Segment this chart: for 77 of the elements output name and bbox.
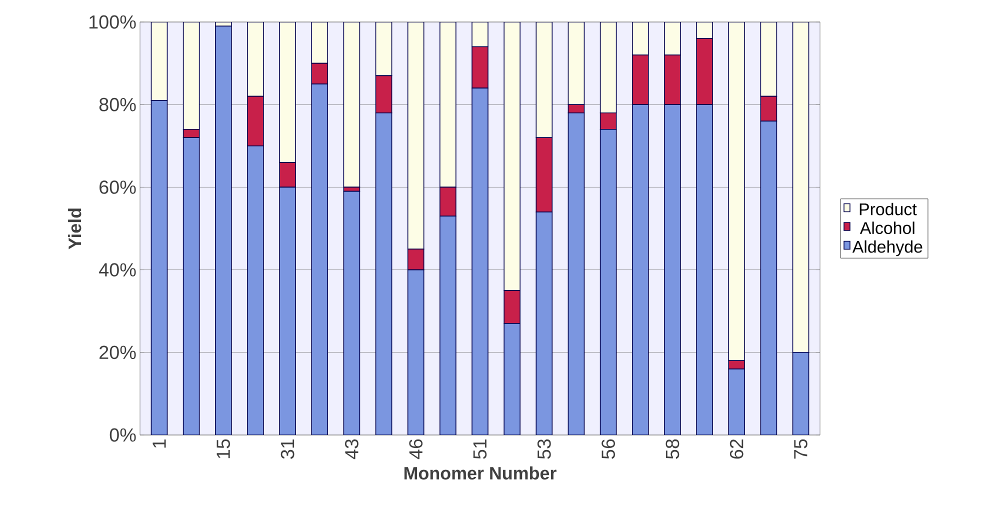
bar (472, 46, 488, 88)
bar (696, 104, 713, 435)
bar (600, 112, 617, 130)
x-axis-title: Monomer Number (404, 466, 556, 480)
bar (760, 120, 778, 435)
bar (311, 62, 328, 84)
bar (632, 22, 649, 56)
bar (472, 22, 488, 48)
bar (728, 368, 746, 435)
bar (760, 96, 778, 122)
bar (504, 22, 520, 291)
bar (279, 22, 296, 163)
bar (407, 269, 424, 435)
y-axis-title: Yield (68, 208, 82, 250)
bar (792, 22, 810, 353)
bar (760, 22, 778, 97)
bar (247, 22, 264, 97)
bar (600, 128, 617, 435)
bar (504, 290, 520, 324)
bar (311, 84, 328, 435)
bar (536, 22, 553, 138)
x-tick-label: 46 (409, 439, 423, 460)
bar (182, 137, 200, 435)
bar (279, 186, 296, 435)
bar (440, 22, 456, 188)
bar (696, 38, 713, 105)
bar (536, 212, 553, 435)
x-tick-label: 56 (602, 439, 616, 459)
x-tick-label: 31 (280, 439, 294, 459)
y-tick-label: 100% (90, 15, 136, 29)
bar (375, 22, 392, 76)
bar (568, 104, 585, 114)
x-tick-label: 75 (794, 439, 808, 459)
bar (215, 26, 232, 435)
x-tick-label: 43 (345, 439, 358, 460)
bar (440, 216, 456, 435)
bar (632, 104, 649, 435)
bar (440, 186, 456, 217)
bar (247, 96, 264, 146)
x-tick-label: 1 (152, 439, 166, 448)
x-tick-label: 53 (537, 439, 551, 459)
x-tick-label: 15 (216, 439, 230, 458)
y-tick-label: 20% (100, 346, 136, 360)
bar (150, 22, 168, 101)
x-tick-label: 58 (666, 439, 680, 459)
legend-label: Product (860, 202, 917, 216)
bar (311, 22, 328, 64)
bar (600, 22, 617, 114)
bar (728, 22, 746, 362)
y-tick-label: 40% (99, 263, 136, 276)
x-tick-label: 51 (473, 439, 487, 459)
bar (407, 22, 424, 250)
bar (664, 104, 681, 435)
bar (343, 22, 360, 188)
y-tick-label: 0% (110, 428, 136, 442)
y-tick-label: 80% (99, 98, 136, 112)
bar (568, 22, 585, 105)
bar (504, 323, 520, 435)
bar (472, 88, 488, 435)
bar (664, 22, 681, 56)
bar (375, 112, 392, 435)
legend-label: Aldehyde (852, 240, 922, 256)
legend-label: Alcohol (860, 222, 914, 234)
bar (536, 137, 553, 212)
bar (407, 248, 424, 270)
bar (182, 22, 200, 130)
bar (279, 162, 296, 188)
bar (568, 112, 585, 435)
x-tick-label: 62 (730, 439, 744, 459)
bar (375, 75, 392, 114)
bar (247, 145, 264, 435)
y-tick-label: 60% (100, 180, 136, 194)
bar (343, 190, 360, 435)
bar (632, 54, 649, 105)
bar (792, 352, 810, 435)
bar (664, 54, 681, 105)
bar (150, 100, 168, 435)
